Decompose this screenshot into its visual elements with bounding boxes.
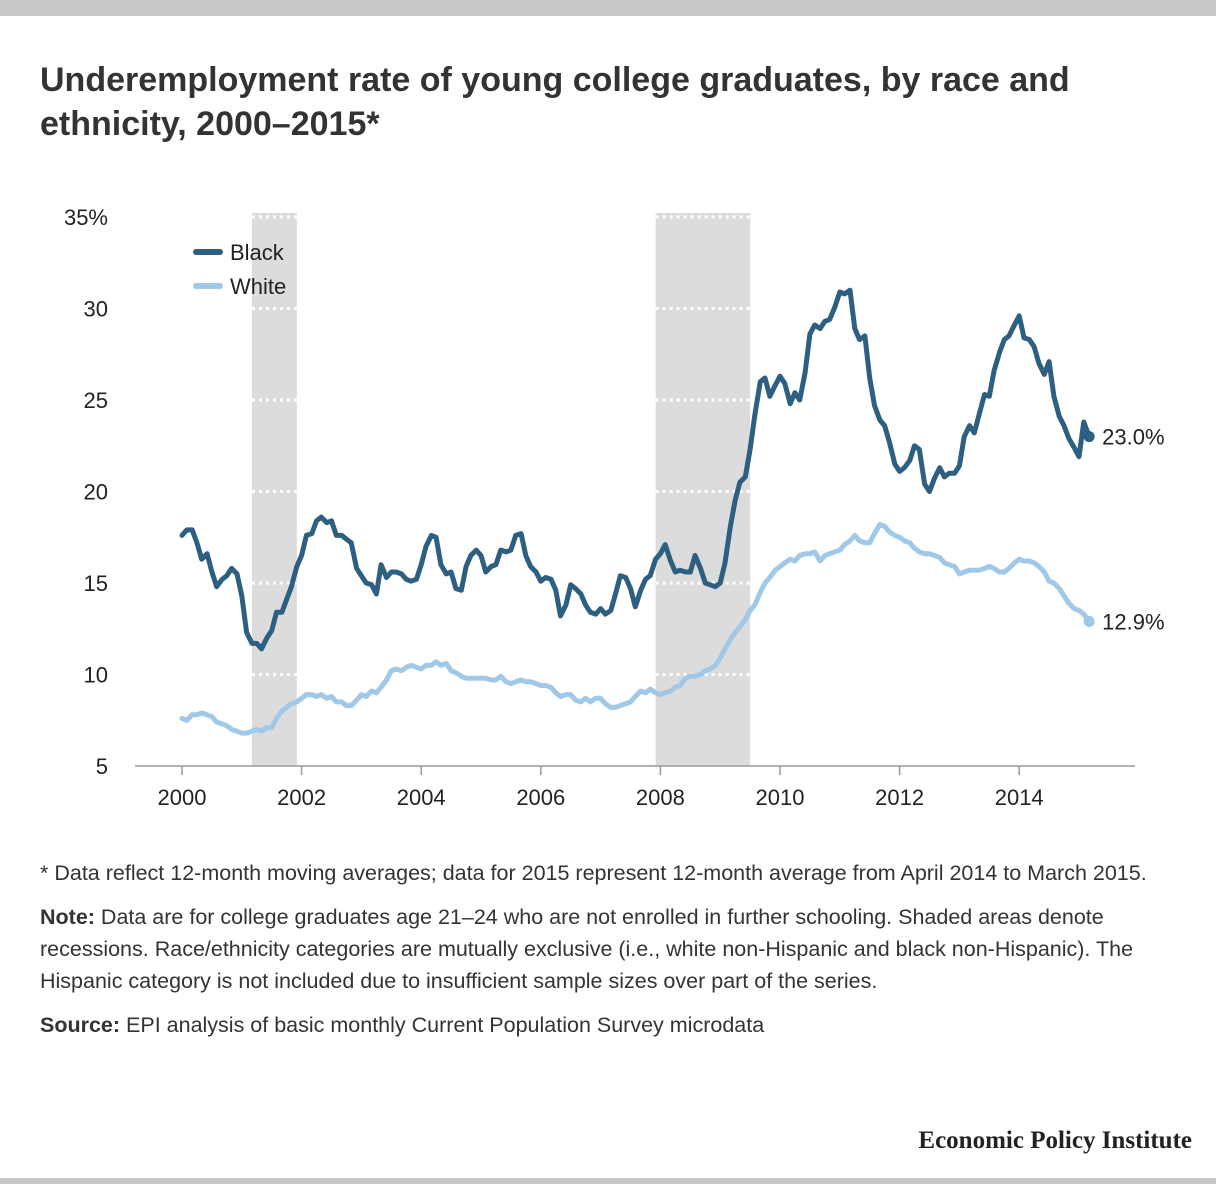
- bottom-border: [0, 1178, 1216, 1184]
- brand-logo: Economic Policy Institute: [918, 1127, 1192, 1154]
- note-label: Note:: [40, 905, 95, 929]
- x-tick-label: 2010: [756, 785, 805, 810]
- y-tick-label: 25: [84, 388, 108, 413]
- x-tick-label: 2014: [995, 785, 1044, 810]
- x-tick-label: 2004: [397, 785, 446, 810]
- y-tick-label: 20: [84, 480, 108, 505]
- series-end-point-white: [1083, 615, 1095, 627]
- y-tick-label: 5: [96, 754, 108, 779]
- chart-title: Underemployment rate of young college gr…: [40, 61, 1070, 143]
- y-tick-label: 15: [84, 571, 108, 596]
- legend-label-black: Black: [230, 240, 285, 265]
- x-tick-label: 2012: [875, 785, 924, 810]
- source-paragraph: Source: EPI analysis of basic monthly Cu…: [40, 1009, 1190, 1041]
- y-tick-label: 30: [84, 297, 108, 322]
- legend-label-white: White: [230, 274, 286, 299]
- x-tick-label: 2006: [516, 785, 565, 810]
- chart-notes: * Data reflect 12-month moving averages;…: [40, 857, 1190, 1053]
- series-end-label-white: 12.9%: [1102, 609, 1164, 634]
- top-border: [0, 0, 1216, 16]
- x-tick-label: 2002: [277, 785, 326, 810]
- series-end-label-black: 23.0%: [1102, 425, 1164, 450]
- footnote: * Data reflect 12-month moving averages;…: [40, 861, 1147, 885]
- y-tick-label: 35%: [64, 205, 108, 230]
- x-tick-label: 2008: [636, 785, 685, 810]
- series-end-point-black: [1083, 431, 1095, 443]
- note-text: Data are for college graduates age 21–24…: [40, 905, 1134, 993]
- x-tick-label: 2000: [158, 785, 207, 810]
- series-line-white: [179, 521, 1092, 736]
- line-chart: 2000 2002 2004 2006 2008 2010 2012 2014 5 10 15 20 2…: [64, 205, 1165, 810]
- series-line-black: [179, 287, 1092, 652]
- note-paragraph: Note: Data are for college graduates age…: [40, 901, 1190, 997]
- source-label: Source:: [40, 1013, 121, 1037]
- y-tick-label: 10: [84, 663, 108, 688]
- source-text: EPI analysis of basic monthly Current Po…: [120, 1013, 765, 1037]
